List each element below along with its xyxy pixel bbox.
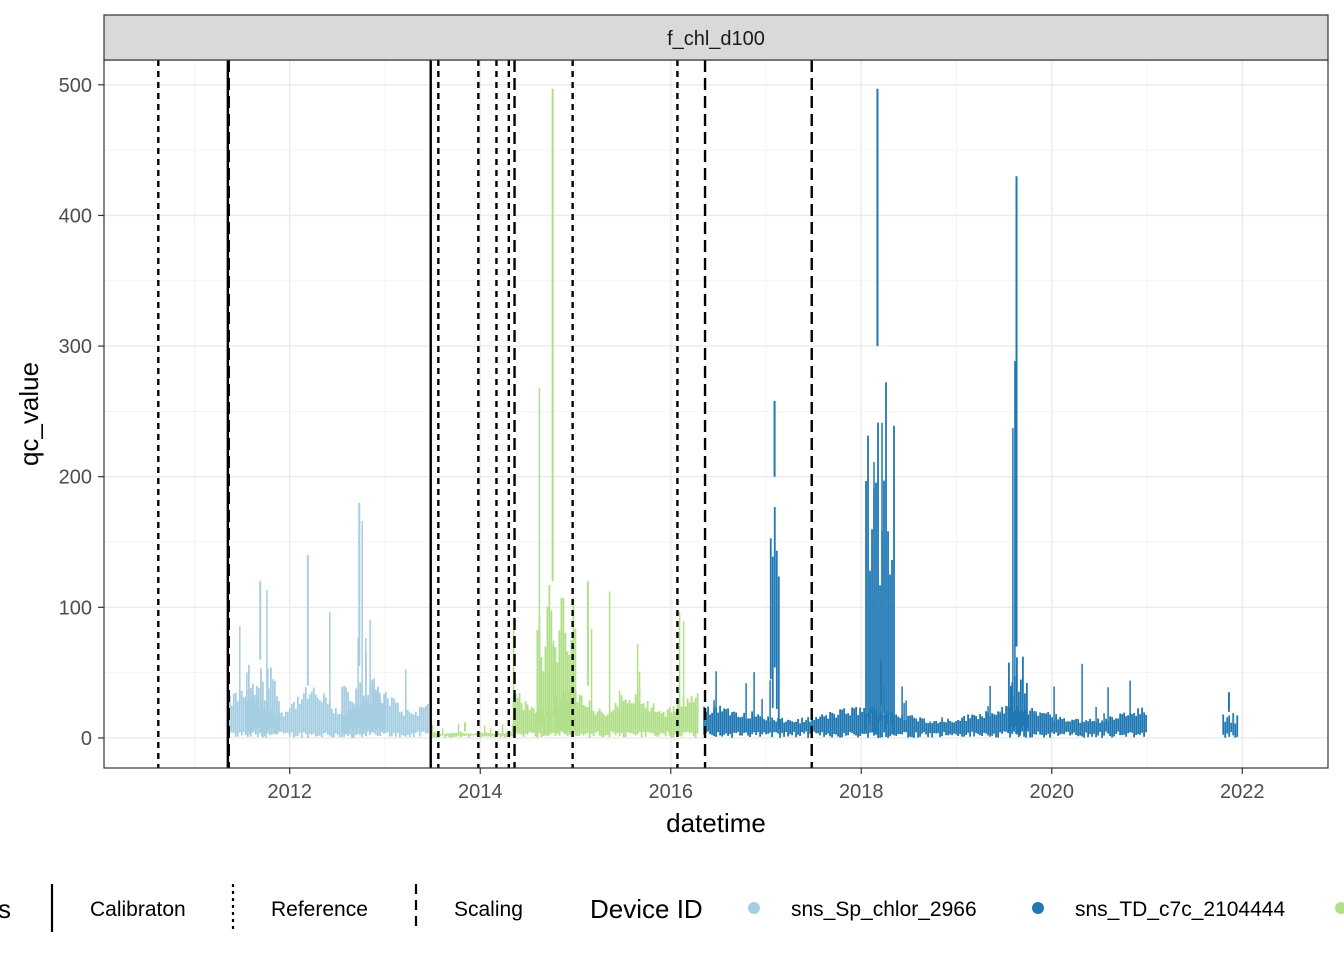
facet-strip <box>103 14 1329 61</box>
series-3 <box>431 88 699 738</box>
legend-linetype-title: s <box>0 894 11 924</box>
legend-color-label: sns_TD_c7c_2104444 <box>1075 898 1285 921</box>
legend-color-key <box>748 902 760 914</box>
legend-linetype-items: Calibraton Reference Scaling <box>50 884 523 932</box>
legend-color-key <box>1335 902 1344 914</box>
legend-color-label: sns_Sp_chlor_2966 <box>791 898 977 921</box>
facet-label: f_chl_d100 <box>667 28 765 50</box>
y-axis-title: qc_value <box>14 362 44 466</box>
legend-color-title: Device ID <box>590 894 703 924</box>
x-tick-label: 2014 <box>458 781 503 803</box>
y-tick-label: 200 <box>59 467 92 489</box>
legend: s Calibraton Reference Scaling Device ID s… <box>0 884 1344 932</box>
legend-label-calibraton: Calibraton <box>90 898 186 921</box>
x-axis-title: datetime <box>666 808 766 838</box>
legend-label-reference: Reference <box>271 898 368 921</box>
series-1 <box>226 502 429 738</box>
legend-color-key <box>1032 902 1044 914</box>
x-tick-label: 2018 <box>839 781 884 803</box>
legend-label-scaling: Scaling <box>454 898 523 921</box>
series-2 <box>703 88 1239 738</box>
x-tick-label: 2016 <box>649 781 694 803</box>
x-tick-label: 2020 <box>1030 781 1075 803</box>
plot-panel-background <box>104 60 1328 768</box>
y-tick-label: 500 <box>59 75 92 97</box>
y-tick-label: 100 <box>59 597 92 619</box>
y-tick-label: 300 <box>59 336 92 358</box>
data-marks <box>226 88 1239 738</box>
x-tick-label: 2022 <box>1220 781 1265 803</box>
legend-color-items: sns_Sp_chlor_2966 sns_TD_c7c_2104444 <box>748 898 1344 921</box>
x-axis: 2012 2014 2016 2018 2020 2022 <box>267 768 1265 803</box>
x-tick-label: 2012 <box>267 781 312 803</box>
y-tick-label: 400 <box>59 205 92 227</box>
y-axis: 0 100 200 300 400 500 <box>59 75 104 750</box>
event-lines <box>157 60 813 768</box>
y-tick-label: 0 <box>81 728 92 750</box>
